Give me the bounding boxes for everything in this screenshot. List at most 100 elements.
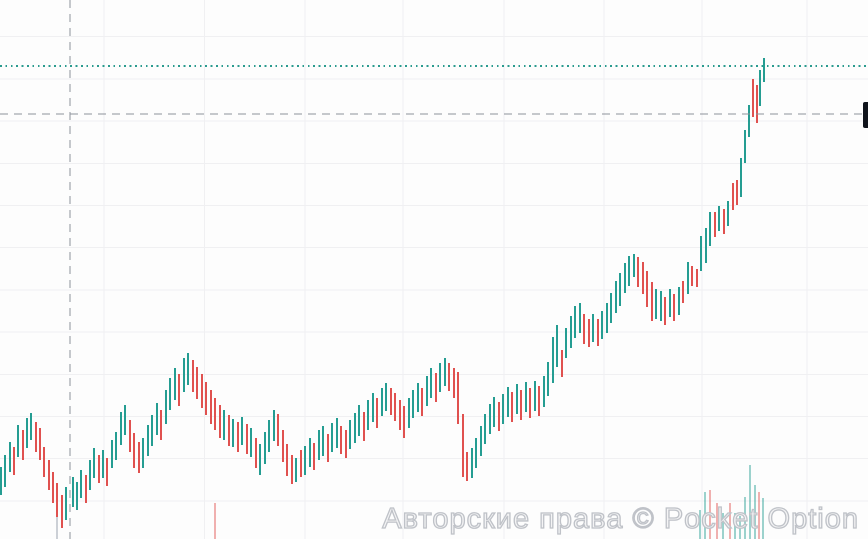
candle — [574, 306, 576, 338]
candle — [480, 426, 482, 456]
candle — [435, 373, 437, 402]
candle — [363, 412, 365, 441]
candle — [705, 228, 707, 263]
candle — [561, 350, 563, 377]
candle — [444, 358, 446, 386]
candle — [615, 281, 617, 313]
volume-bar — [762, 498, 764, 539]
candle — [291, 455, 293, 484]
candle — [570, 316, 572, 348]
candle — [740, 158, 742, 197]
candle — [390, 388, 392, 415]
candle — [219, 405, 221, 438]
candle — [579, 303, 581, 333]
candle — [547, 362, 549, 396]
candle — [687, 262, 689, 294]
candle — [192, 360, 194, 392]
candle — [241, 417, 243, 445]
candle — [93, 448, 95, 478]
candle — [228, 415, 230, 446]
candle — [327, 434, 329, 462]
candle — [691, 266, 693, 286]
candle — [727, 201, 729, 226]
candle — [646, 271, 648, 307]
candle — [372, 393, 374, 422]
candle — [111, 440, 113, 468]
candle — [763, 58, 765, 82]
candle — [592, 314, 594, 342]
volume-bar — [56, 505, 58, 539]
candle — [552, 337, 554, 383]
candle — [619, 273, 621, 306]
candle — [498, 402, 500, 431]
candle — [759, 70, 761, 106]
candle — [201, 374, 203, 408]
candle — [471, 448, 473, 478]
candle — [237, 422, 239, 452]
candle — [538, 386, 540, 416]
price-axis-label — [863, 102, 868, 128]
candle — [655, 289, 657, 319]
candle — [556, 325, 558, 367]
candle — [39, 428, 41, 460]
candle — [147, 425, 149, 456]
candle — [124, 405, 126, 435]
candle — [98, 455, 100, 483]
candle — [756, 85, 758, 123]
candle — [340, 426, 342, 454]
candle — [4, 455, 6, 487]
candle — [85, 475, 87, 503]
candle — [736, 180, 738, 205]
candle — [718, 206, 720, 231]
candle — [748, 105, 750, 137]
candle — [246, 424, 248, 454]
candle — [525, 382, 527, 412]
candle — [376, 398, 378, 428]
candle — [484, 414, 486, 444]
candle — [165, 390, 167, 424]
candle — [120, 412, 122, 445]
candle — [264, 432, 266, 464]
candle — [448, 363, 450, 391]
candle — [282, 430, 284, 462]
candle — [331, 423, 333, 452]
candle — [106, 458, 108, 486]
candle — [174, 368, 176, 400]
candle — [318, 430, 320, 460]
volume-bar — [722, 513, 724, 539]
candle — [421, 388, 423, 416]
candle — [13, 447, 15, 475]
candle — [354, 413, 356, 443]
candle — [80, 470, 82, 498]
candle — [295, 458, 297, 482]
volume-bar — [739, 516, 741, 539]
candle — [129, 420, 131, 452]
candle — [673, 294, 675, 321]
candle — [565, 328, 567, 358]
candle — [709, 212, 711, 246]
candle — [223, 410, 225, 440]
candle — [183, 358, 185, 392]
candle — [752, 79, 754, 117]
candle — [426, 376, 428, 406]
candle — [35, 422, 37, 452]
candle — [744, 130, 746, 163]
volume-bar — [709, 490, 711, 539]
candle — [651, 282, 653, 321]
candle — [534, 381, 536, 411]
candle — [610, 293, 612, 323]
candle — [102, 450, 104, 478]
candle — [417, 383, 419, 412]
candle — [277, 414, 279, 446]
candle — [142, 438, 144, 468]
candle — [349, 420, 351, 449]
candle — [89, 460, 91, 490]
candle — [286, 444, 288, 476]
candle — [637, 257, 639, 287]
candle — [255, 438, 257, 468]
volume-bar — [716, 503, 718, 539]
candle — [475, 438, 477, 468]
candle — [196, 367, 198, 399]
